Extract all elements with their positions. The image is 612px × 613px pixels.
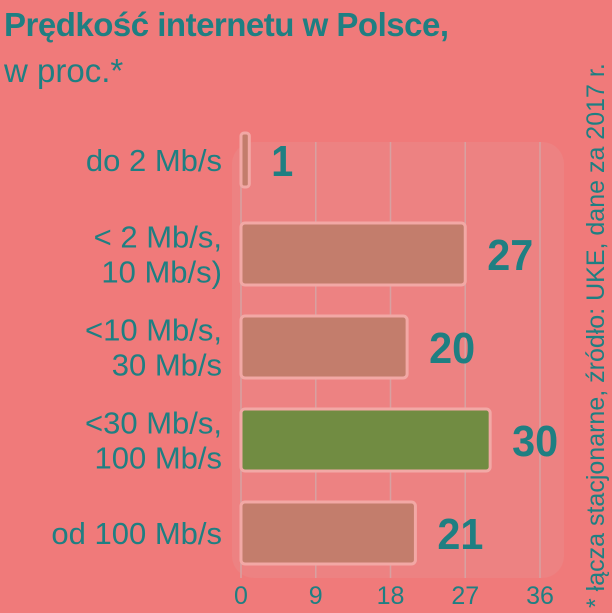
bar bbox=[239, 407, 492, 473]
x-tick-label: 0 bbox=[234, 582, 248, 610]
data-label: 30 bbox=[512, 417, 558, 466]
category-label: 100 Mb/s bbox=[94, 441, 222, 476]
bar bbox=[239, 221, 467, 287]
x-tick-label: 9 bbox=[309, 582, 323, 610]
bars bbox=[239, 131, 492, 566]
x-axis-ticks: 0 9 18 27 36 bbox=[234, 582, 554, 610]
data-label: 27 bbox=[487, 231, 533, 280]
bar bbox=[239, 500, 417, 566]
bar bbox=[239, 314, 409, 380]
data-label: 21 bbox=[437, 510, 483, 559]
data-label: 20 bbox=[429, 324, 475, 373]
x-tick-label: 18 bbox=[377, 582, 405, 610]
category-label: 10 Mb/s) bbox=[101, 255, 222, 290]
source-footnote: * łącza stacjonarne, źródło: UKE, dane z… bbox=[582, 63, 610, 608]
category-label: do 2 Mb/s bbox=[86, 143, 222, 178]
category-label: <10 Mb/s, bbox=[85, 313, 222, 348]
category-label: < 2 Mb/s, bbox=[94, 220, 222, 255]
x-tick-label: 27 bbox=[451, 582, 479, 610]
chart-title: Prędkość internetu w Polsce, bbox=[4, 6, 449, 43]
category-label: od 100 Mb/s bbox=[51, 516, 222, 551]
category-labels: do 2 Mb/s < 2 Mb/s,10 Mb/s) <10 Mb/s,30 Mb… bbox=[51, 143, 222, 551]
x-tick-label: 36 bbox=[526, 582, 554, 610]
chart-subtitle: w proc.* bbox=[4, 52, 124, 89]
bar bbox=[239, 131, 251, 189]
data-label: 1 bbox=[271, 137, 293, 186]
category-label: 30 Mb/s bbox=[112, 348, 222, 383]
category-label: <30 Mb/s, bbox=[85, 406, 222, 441]
